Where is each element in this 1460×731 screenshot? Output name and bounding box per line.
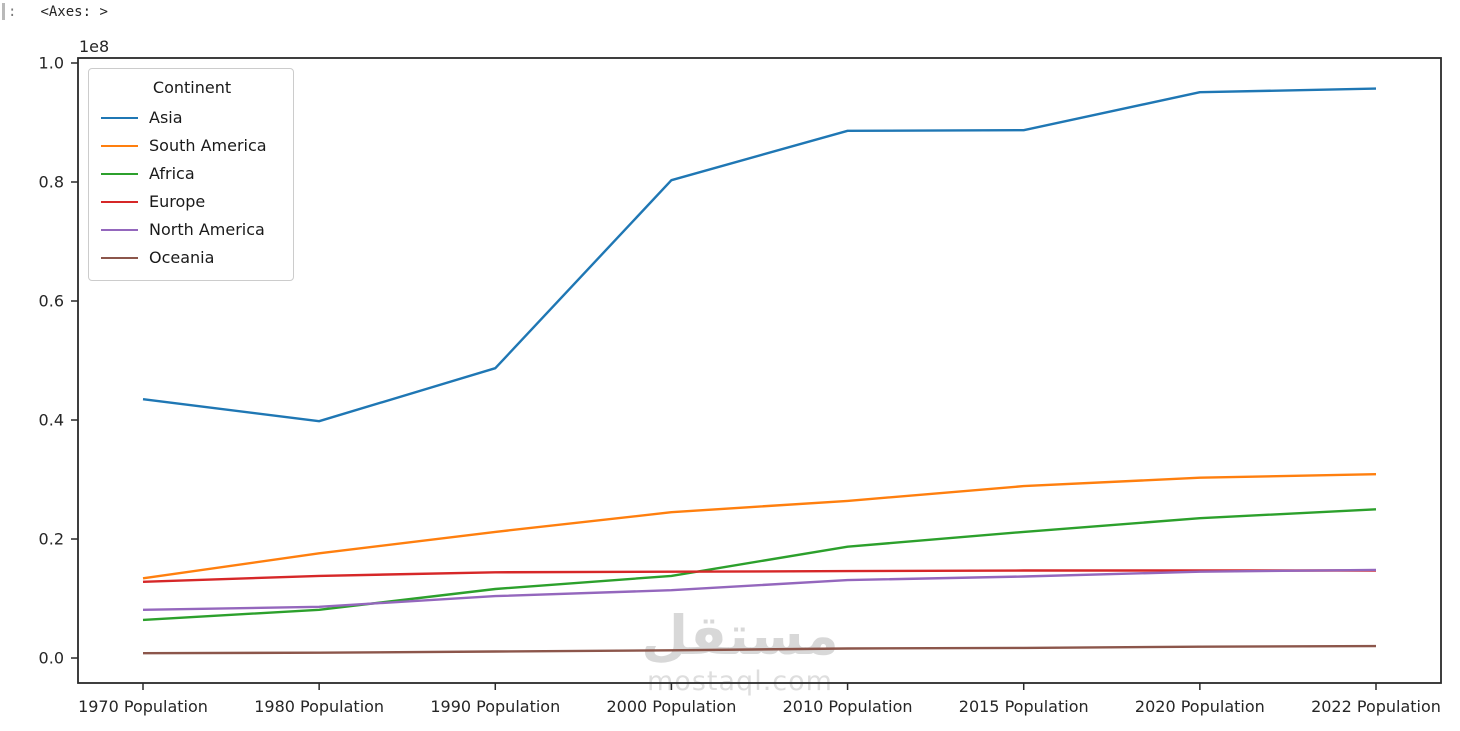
legend-swatch-asia: [101, 117, 138, 119]
legend-item-south-america: South America: [101, 132, 283, 160]
x-tick-label-4: 2010 Population: [783, 697, 913, 716]
legend-swatch-oceania: [101, 257, 138, 259]
y-tick-label-1: 0.2: [39, 530, 64, 549]
legend-item-asia: Asia: [101, 104, 283, 132]
y-tick-label-2: 0.4: [39, 411, 64, 430]
y-tick-label-3: 0.6: [39, 292, 64, 311]
axes-repr-text: <Axes: >: [40, 3, 108, 20]
legend-item-oceania: Oceania: [101, 244, 283, 272]
jupyter-output-prompt: : <Axes: >: [2, 3, 108, 20]
x-tick-label-7: 2022 Population: [1311, 697, 1441, 716]
x-tick-label-0: 1970 Population: [78, 697, 208, 716]
y-tick-label-0: 0.0: [39, 649, 64, 668]
series-line-south-america: [142, 473, 1377, 580]
y-tick-label-5: 1.0: [39, 53, 64, 72]
x-tick-label-1: 1980 Population: [254, 697, 384, 716]
series-line-oceania: [142, 644, 1377, 655]
legend-label: Europe: [149, 192, 206, 211]
legend-label: Asia: [149, 108, 183, 127]
series-line-europe: [142, 569, 1376, 583]
legend-item-europe: Europe: [101, 188, 283, 216]
series-line-asia: [142, 87, 1377, 423]
series-line-north-america: [142, 568, 1377, 611]
legend-swatch-europe: [101, 201, 138, 203]
prompt-bracket-fragment: [2, 3, 5, 20]
prompt-colon: :: [8, 3, 17, 20]
series-line-africa: [142, 508, 1377, 622]
legend-swatch-north-america: [101, 229, 138, 231]
legend-item-africa: Africa: [101, 160, 283, 188]
y-tick-label-4: 0.8: [39, 173, 64, 192]
x-tick-label-6: 2020 Population: [1135, 697, 1265, 716]
legend-label: Africa: [149, 164, 195, 183]
legend-swatch-south-america: [101, 145, 138, 147]
legend-title: Continent: [152, 78, 232, 97]
legend-item-north-america: North America: [101, 216, 283, 244]
x-tick-label-3: 2000 Population: [606, 697, 736, 716]
legend-items: Asia South America Africa Europe North Ameri…: [101, 104, 283, 272]
legend: Continent Asia South America Africa Europe N…: [88, 68, 294, 281]
plot-border: [77, 57, 1442, 684]
y-offset-label: 1e8: [79, 37, 109, 56]
legend-label: Oceania: [149, 248, 215, 267]
legend-label: North America: [149, 220, 265, 239]
x-tick-label-5: 2015 Population: [959, 697, 1089, 716]
x-tick-label-2: 1990 Population: [430, 697, 560, 716]
legend-label: South America: [149, 136, 267, 155]
legend-swatch-africa: [101, 173, 138, 175]
